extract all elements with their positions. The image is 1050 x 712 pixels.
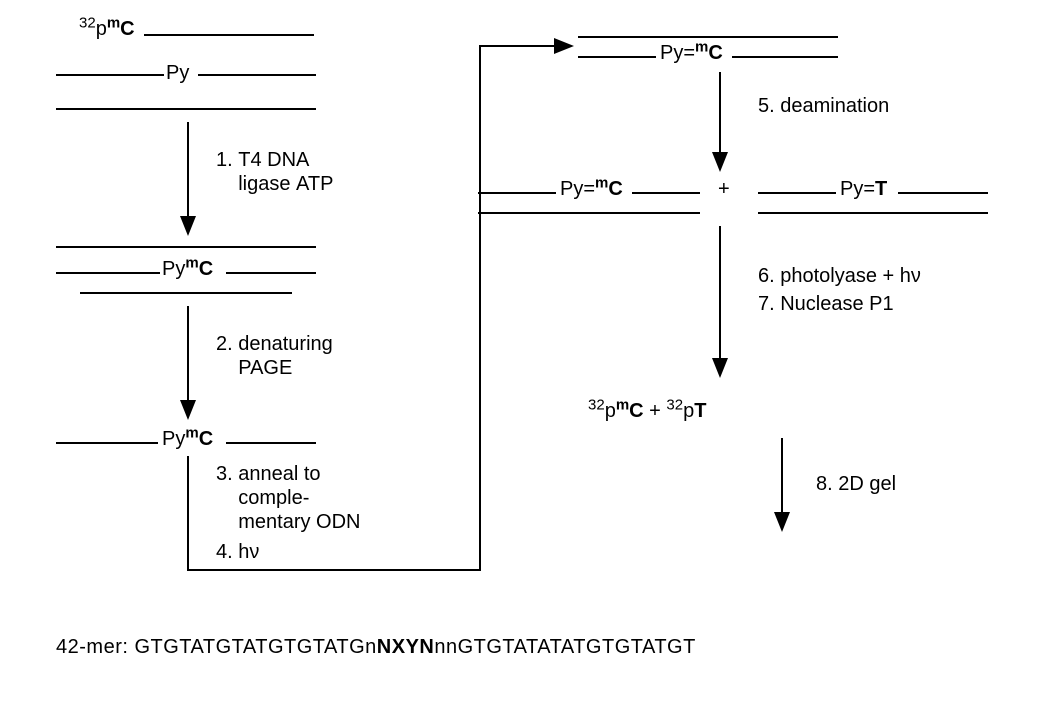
diagram-canvas: 32pmCPyPymCPymCPy=mCPy=mC+Py=T32pmC + 32… (0, 0, 1050, 712)
arrows-layer (0, 0, 1050, 712)
arrow-a3 (188, 46, 570, 570)
sequence-42mer: 42-mer: GTGTATGTATGTGTATGnNXYNnnGTGTATAT… (56, 636, 696, 659)
